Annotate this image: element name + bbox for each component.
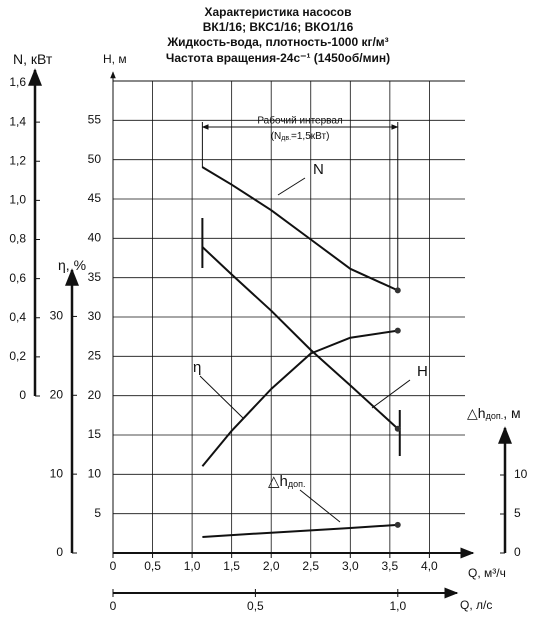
end-point [394,327,401,334]
axis-tick-label: 0,4 [9,310,26,324]
curve-label-main: △h [268,473,288,490]
curve [202,523,398,538]
y-tick-label: 40 [88,231,102,245]
title-line: Частота вращения-24с⁻¹ (1450об/мин) [166,51,390,65]
label-leader [199,375,244,419]
x-tick-label: 3,5 [382,559,399,573]
axis-label: N, кВт [13,51,53,67]
range-note-prefix: (N [271,131,282,142]
axis-tick-label: 20 [50,387,64,401]
axis-label-main: η, % [58,257,86,273]
label-leader [299,489,341,523]
axis-tick-label: 0,6 [9,271,26,285]
end-point [394,521,401,528]
range-label: Рабочий интервал [257,115,343,127]
axis-label-main: N, кВт [13,51,53,67]
curve-label: △hдоп. [268,473,306,490]
range-note-sub: дв. [281,135,291,142]
curve [201,329,398,467]
x2-tick-label: 0 [110,599,117,613]
axis-tick-label: 1,6 [9,75,26,89]
end-point [394,287,401,294]
axis-tick-label: 1,0 [9,193,26,207]
label-leader [277,177,306,196]
title-line: Жидкость-вода, плотность-1000 кг/м³ [166,35,388,49]
curve-label-sub: доп. [288,479,306,489]
y-tick-label: 55 [88,113,102,127]
end-point [394,425,401,432]
axis-tick-label: 10 [514,467,528,481]
x2-tick-label: 0,5 [247,599,264,613]
x-tick-label: 3,0 [342,559,359,573]
x-tick-label: 4,0 [421,559,438,573]
x-tick-label: 2,0 [263,559,280,573]
curve-label: η [193,359,201,376]
axis-tick-label: 0 [514,545,521,559]
x-tick-label: 2,5 [302,559,319,573]
range-note-suffix: =1,5кВт) [291,131,329,142]
x-tick-label: 0 [110,559,117,573]
curve-label-main: η [193,359,201,376]
axis-label: η, % [58,257,86,273]
axis-tick-label: 10 [50,466,64,480]
x-tick-label: 0,5 [144,559,161,573]
curve [201,166,399,292]
title-line: ВК1/16; ВКС1/16; ВКО1/16 [203,20,354,34]
axis-tick-label: 0 [56,545,63,559]
label-leader [371,379,411,409]
range-note: (Nдв.=1,5кВт) [271,131,330,142]
y-tick-label: 45 [88,191,102,205]
y-axis-label: H, м [103,52,127,66]
y-tick-label: 35 [88,270,102,284]
axis-tick-label: 1,2 [9,153,26,167]
title-line: Характеристика насосов [204,5,351,19]
axis-tick-label: 30 [50,309,64,323]
axis-tick-label: 5 [514,506,521,520]
axis-label: △hдоп., м [467,405,521,422]
axis-tick-label: 0,8 [9,232,26,246]
x-tick-label: 1,5 [223,559,240,573]
x2-axis-label: Q, л/с [460,598,492,612]
axis-label-suffix: , м [503,405,520,421]
x-axis-label: Q, м³/ч [468,566,506,580]
y-tick-label: 10 [88,467,102,481]
y-tick-label: 30 [88,309,102,323]
axis-tick-label: 0 [19,388,26,402]
x2-tick-label: 1,0 [389,599,406,613]
curve-label: H [417,363,428,380]
y-tick-label: 25 [88,349,102,363]
axis-tick-label: 1,4 [9,114,26,128]
curve [201,246,399,430]
y-tick-label: 50 [88,152,102,166]
axis-label-main: △h [467,405,486,421]
curve-label-main: N [313,161,324,178]
x-tick-label: 1,0 [184,559,201,573]
y-tick-label: 20 [88,388,102,402]
curve-label-main: H [417,363,428,380]
curve-label: N [313,161,324,178]
axis-label-sub: доп. [486,411,504,421]
y-tick-label: 15 [88,427,102,441]
y-tick-label: 5 [94,506,101,520]
axis-tick-label: 0,2 [9,349,26,363]
